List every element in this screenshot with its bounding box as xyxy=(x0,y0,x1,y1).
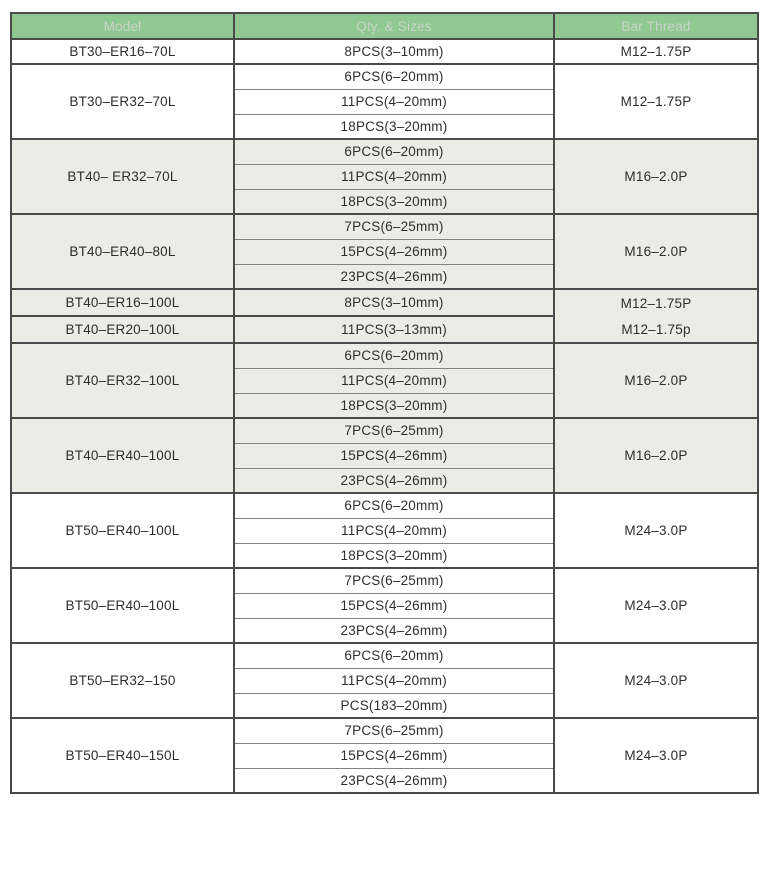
table-row: 18PCS(3–20mm) xyxy=(11,392,758,418)
table-row: 18PCS(3–20mm) xyxy=(11,542,758,568)
table-row: BT30–ER32–70L 6PCS(6–20mm) M12–1.75P xyxy=(10,63,759,139)
table-row: BT40–ER32–100L 6PCS(6–20mm) M16–2.0P xyxy=(10,342,759,418)
qty-sizes-cell: 18PCS(3–20mm) xyxy=(233,113,555,139)
table-row: 15PCS(4–26mm) xyxy=(11,238,758,264)
qty-sizes-cell: 8PCS(3–10mm) xyxy=(233,38,555,64)
model-cell: BT50–ER32–150 xyxy=(10,642,235,718)
table-row: 23PCS(4–26mm) xyxy=(11,263,758,289)
bar-thread-cell: M16–2.0P xyxy=(553,342,759,418)
bar-thread-line: M12–1.75p xyxy=(621,321,691,337)
qty-sizes-cell: 6PCS(6–20mm) xyxy=(233,492,555,518)
model-cell: BT40–ER20–100L xyxy=(10,315,235,343)
qty-sizes-cell: 11PCS(4–20mm) xyxy=(233,667,555,693)
qty-sizes-cell: PCS(183–20mm) xyxy=(233,692,555,718)
table-row: BT50–ER40–100L 7PCS(6–25mm) M24–3.0P xyxy=(10,567,759,643)
model-cell: BT40–ER32–100L xyxy=(10,342,235,418)
qty-sizes-cell: 23PCS(4–26mm) xyxy=(233,263,555,289)
qty-sizes-cell: 18PCS(3–20mm) xyxy=(233,542,555,568)
table-row: 23PCS(4–26mm) xyxy=(11,467,758,493)
table-row: BT40–ER40–80L 7PCS(6–25mm) M16–2.0P xyxy=(10,213,759,289)
table-row: BT50–ER40–100L 6PCS(6–20mm) M24–3.0P xyxy=(10,492,759,568)
qty-sizes-cell: 23PCS(4–26mm) xyxy=(233,767,555,793)
bar-thread-cell: M16–2.0P xyxy=(553,417,759,493)
table-row: 18PCS(3–20mm) xyxy=(11,188,758,214)
qty-sizes-cell: 15PCS(4–26mm) xyxy=(233,442,555,468)
bar-thread-cell: M24–3.0P xyxy=(553,567,759,643)
bar-thread-cell: M12–1.75P xyxy=(553,38,759,64)
table-row: 11PCS(4–20mm) xyxy=(11,88,758,114)
table-row: 15PCS(4–26mm) xyxy=(11,442,758,468)
model-cell: BT40–ER40–80L xyxy=(10,213,235,289)
model-cell: BT40–ER40–100L xyxy=(10,417,235,493)
column-header-bar-thread: Bar Thread xyxy=(553,13,759,40)
model-cell: BT30–ER16–70L xyxy=(10,38,235,64)
table-row: BT50–ER32–150 6PCS(6–20mm) M24–3.0P xyxy=(10,642,759,718)
qty-sizes-cell: 11PCS(4–20mm) xyxy=(233,163,555,189)
table-row: BT30–ER16–70L 8PCS(3–10mm) M12–1.75P xyxy=(10,38,759,64)
qty-sizes-cell: 11PCS(4–20mm) xyxy=(233,367,555,393)
qty-sizes-cell: 18PCS(3–20mm) xyxy=(233,392,555,418)
qty-sizes-cell: 23PCS(4–26mm) xyxy=(233,467,555,493)
table-row: BT40–ER40–100L 7PCS(6–25mm) M16–2.0P xyxy=(10,417,759,493)
bar-thread-cell: M24–3.0P xyxy=(553,642,759,718)
table-row: BT40–ER20–100L 11PCS(3–13mm) xyxy=(10,315,758,343)
model-cell: BT50–ER40–100L xyxy=(10,492,235,568)
table-row: BT50–ER40–150L 7PCS(6–25mm) M24–3.0P xyxy=(10,717,759,793)
table-row: BT40– ER32–70L 6PCS(6–20mm) M16–2.0P xyxy=(10,138,759,214)
table-row: BT40–ER16–100L 8PCS(3–10mm) M12–1.75P M12–1… xyxy=(10,288,759,343)
qty-sizes-cell: 11PCS(4–20mm) xyxy=(233,88,555,114)
bar-thread-cell: M12–1.75P xyxy=(553,63,759,139)
spec-table: Model Qty. & Sizes Bar Thread BT30–ER16–… xyxy=(10,12,759,794)
column-header-model: Model xyxy=(10,13,235,40)
qty-sizes-cell: 6PCS(6–20mm) xyxy=(233,63,555,89)
qty-sizes-cell: 7PCS(6–25mm) xyxy=(233,567,555,593)
table-row: 11PCS(4–20mm) xyxy=(11,667,758,693)
qty-sizes-cell: 7PCS(6–25mm) xyxy=(233,213,555,239)
qty-sizes-cell: 6PCS(6–20mm) xyxy=(233,342,555,368)
qty-sizes-cell: 15PCS(4–26mm) xyxy=(233,592,555,618)
qty-sizes-cell: 11PCS(4–20mm) xyxy=(233,517,555,543)
column-header-qty-sizes: Qty. & Sizes xyxy=(233,13,555,40)
model-cell: BT40–ER16–100L xyxy=(10,288,235,316)
qty-sizes-cell: 18PCS(3–20mm) xyxy=(233,188,555,214)
spec-table-body: BT30–ER16–70L 8PCS(3–10mm) M12–1.75P BT30–E… xyxy=(10,38,759,793)
qty-sizes-cell: 7PCS(6–25mm) xyxy=(233,417,555,443)
bar-thread-cell: M12–1.75P M12–1.75p xyxy=(553,288,759,343)
table-row: 23PCS(4–26mm) xyxy=(11,767,758,793)
table-row: 18PCS(3–20mm) xyxy=(11,113,758,139)
qty-sizes-cell: 23PCS(4–26mm) xyxy=(233,617,555,643)
qty-sizes-cell: 11PCS(3–13mm) xyxy=(233,315,555,343)
qty-sizes-cell: 15PCS(4–26mm) xyxy=(233,742,555,768)
table-row: 11PCS(4–20mm) xyxy=(11,367,758,393)
header-row: Model Qty. & Sizes Bar Thread xyxy=(10,13,759,40)
qty-sizes-cell: 6PCS(6–20mm) xyxy=(233,642,555,668)
model-cell: BT50–ER40–150L xyxy=(10,717,235,793)
table-row: PCS(183–20mm) xyxy=(11,692,758,718)
table-row: 11PCS(4–20mm) xyxy=(11,163,758,189)
bar-thread-cell: M24–3.0P xyxy=(553,492,759,568)
qty-sizes-cell: 6PCS(6–20mm) xyxy=(233,138,555,164)
qty-sizes-cell: 15PCS(4–26mm) xyxy=(233,238,555,264)
bar-thread-cell: M24–3.0P xyxy=(553,717,759,793)
bar-thread-line: M12–1.75P xyxy=(620,295,692,311)
bar-thread-cell: M16–2.0P xyxy=(553,213,759,289)
table-row: 11PCS(4–20mm) xyxy=(11,517,758,543)
table-row: 15PCS(4–26mm) xyxy=(11,592,758,618)
table-row: 15PCS(4–26mm) xyxy=(11,742,758,768)
qty-sizes-cell: 7PCS(6–25mm) xyxy=(233,717,555,743)
model-cell: BT30–ER32–70L xyxy=(10,63,235,139)
qty-sizes-cell: 8PCS(3–10mm) xyxy=(233,288,555,316)
table-row: 23PCS(4–26mm) xyxy=(11,617,758,643)
model-cell: BT40– ER32–70L xyxy=(10,138,235,214)
bar-thread-cell: M16–2.0P xyxy=(553,138,759,214)
model-cell: BT50–ER40–100L xyxy=(10,567,235,643)
